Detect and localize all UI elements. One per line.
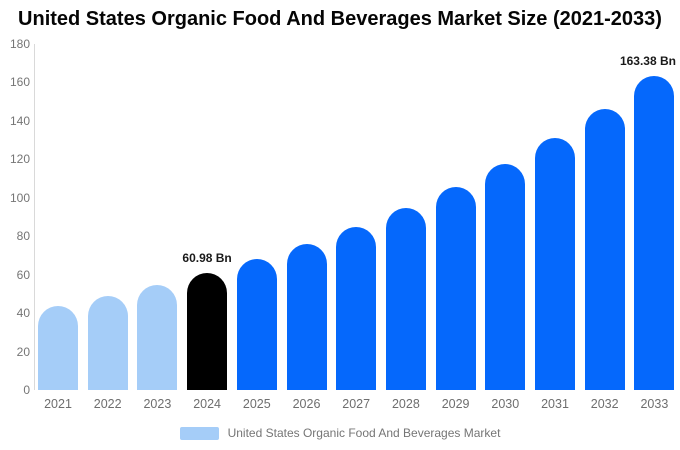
x-tick-label: 2029 (441, 397, 470, 411)
x-tick-label: 2022 (93, 397, 122, 411)
y-tick-label: 40 (16, 306, 30, 321)
x-tick-label: 2027 (342, 397, 371, 411)
y-tick-label: 0 (23, 383, 30, 397)
bar-2025 (236, 259, 277, 390)
x-tick-label: 2026 (292, 397, 321, 411)
bar-2024 (187, 272, 228, 390)
bar-2030 (485, 163, 526, 390)
legend: United States Organic Food And Beverages… (0, 426, 680, 440)
y-tick-label: 160 (9, 75, 30, 90)
bar-2022 (87, 295, 128, 390)
y-tick-label: 120 (9, 152, 30, 167)
bar-2027 (336, 227, 377, 390)
x-tick-label: 2032 (590, 397, 619, 411)
x-tick-label: 2021 (44, 397, 72, 411)
y-tick-label: 180 (9, 37, 30, 51)
bar-2031 (535, 137, 575, 390)
y-tick-label: 140 (9, 113, 30, 128)
bar-2033 (634, 75, 675, 390)
y-tick-label: 100 (9, 190, 30, 205)
x-tick-label: 2030 (491, 397, 520, 411)
y-tick-label: 80 (16, 229, 30, 244)
bar-annotation-2024: 60.98 Bn (182, 250, 232, 265)
x-tick-label: 2025 (242, 397, 271, 411)
legend-label: United States Organic Food And Beverages… (227, 426, 501, 440)
bar-2029 (435, 187, 476, 390)
chart-title: United States Organic Food And Beverages… (18, 8, 662, 30)
y-axis-line (34, 44, 35, 390)
x-tick-label: 2033 (640, 397, 669, 411)
legend-swatch (179, 426, 219, 440)
bar-2028 (385, 208, 426, 390)
y-tick-label: 20 (16, 344, 30, 359)
x-tick-label: 2023 (143, 397, 172, 411)
x-tick-label: 2024 (193, 397, 221, 411)
x-tick-label: 2028 (391, 397, 420, 411)
bar-2032 (584, 108, 625, 390)
bar-2026 (286, 244, 327, 390)
x-tick-label: 2031 (541, 397, 569, 411)
y-tick-label: 60 (16, 267, 30, 282)
bar-2023 (137, 284, 178, 390)
bar-2021 (38, 305, 78, 390)
bar-annotation-2033: 163.38 Bn (619, 53, 676, 68)
